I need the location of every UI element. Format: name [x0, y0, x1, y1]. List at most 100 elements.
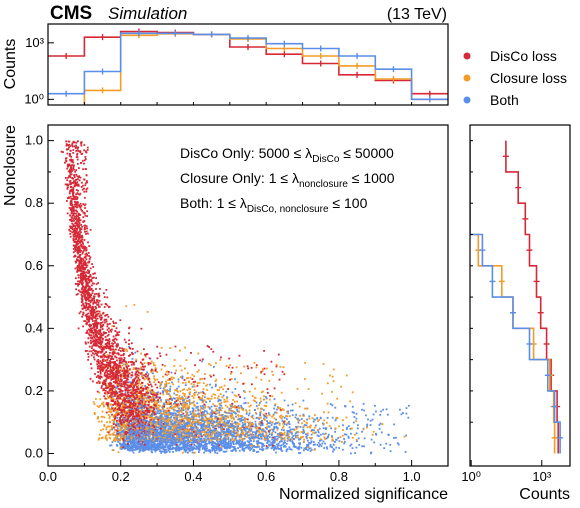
scatter-point [226, 424, 229, 427]
scatter-point [279, 447, 282, 450]
scatter-point [126, 363, 129, 366]
scatter-point [131, 417, 134, 419]
scatter-point [149, 399, 152, 402]
scatter-point [78, 214, 80, 216]
scatter-point [126, 439, 128, 442]
scatter-point [134, 437, 136, 440]
scatter-point [246, 434, 249, 437]
scatter-point [271, 445, 274, 448]
simulation-label: Simulation [108, 4, 187, 23]
scatter-point [152, 430, 155, 433]
scatter-point [193, 429, 195, 432]
scatter-point [214, 425, 217, 427]
scatter-point [272, 374, 274, 376]
scatter-point [181, 423, 184, 426]
scatter-point [282, 409, 285, 411]
scatter-point [140, 417, 143, 419]
scatter-point [94, 352, 97, 355]
scatter-point [98, 391, 101, 394]
scatter-point [229, 405, 232, 407]
top-y-tick-label: 10⁰ [24, 91, 44, 106]
scatter-point [329, 443, 332, 446]
scatter-point [74, 267, 77, 270]
scatter-point [242, 419, 245, 421]
scatter-point [106, 421, 108, 424]
scatter-point [319, 438, 322, 440]
scatter-point [239, 427, 242, 429]
scatter-point [261, 449, 264, 452]
scatter-point [174, 389, 176, 392]
scatter-point [218, 407, 221, 409]
scatter-point [198, 446, 201, 449]
scatter-point [265, 437, 268, 439]
scatter-point [141, 384, 144, 387]
scatter-point [127, 430, 129, 433]
scatter-point [199, 430, 202, 432]
scatter-point [295, 413, 297, 416]
scatter-point [250, 428, 253, 430]
scatter-point [173, 365, 176, 367]
scatter-point [251, 395, 254, 397]
scatter-point [233, 400, 236, 403]
scatter-point [128, 355, 130, 357]
scatter-point [305, 446, 308, 449]
scatter-point [123, 369, 126, 372]
scatter-point [80, 208, 83, 211]
scatter-point [151, 425, 153, 427]
scatter-point [241, 433, 243, 436]
scatter-point [128, 444, 131, 447]
scatter-point [216, 432, 219, 435]
scatter-point [168, 407, 171, 409]
scatter-point [152, 448, 155, 451]
scatter-point [88, 260, 91, 263]
scatter-point [204, 446, 206, 449]
scatter-point [295, 445, 297, 448]
scatter-point [79, 151, 82, 154]
scatter-point [85, 315, 88, 318]
scatter-point [271, 370, 274, 373]
scatter-point [381, 423, 384, 425]
scatter-point [281, 426, 284, 429]
scatter-point [220, 434, 223, 436]
scatter-point [192, 422, 194, 425]
scatter-point [98, 420, 100, 423]
main-scatter-plot: 0.0 0.2 0.4 0.6 0.8 1.00.00.20.40.60.81.0 Nor… [2, 124, 449, 503]
scatter-point [204, 449, 207, 452]
scatter-point [287, 404, 290, 407]
scatter-point [303, 415, 305, 417]
scatter-point [223, 401, 226, 403]
scatter-point [198, 436, 201, 439]
scatter-point [351, 447, 354, 449]
scatter-point [230, 449, 233, 452]
scatter-point [139, 426, 142, 429]
scatter-point [280, 432, 283, 435]
scatter-point [301, 422, 303, 425]
scatter-point [225, 411, 228, 414]
scatter-point [247, 444, 250, 446]
scatter-point [165, 389, 168, 392]
scatter-point [183, 441, 186, 444]
scatter-point [181, 420, 184, 423]
scatter-point [128, 449, 131, 452]
scatter-point [143, 420, 146, 423]
scatter-point [93, 356, 95, 359]
scatter-point [241, 441, 244, 444]
scatter-point [235, 366, 238, 369]
scatter-point [114, 407, 117, 410]
scatter-point [306, 439, 309, 442]
scatter-point [199, 445, 202, 448]
scatter-point [186, 418, 188, 421]
scatter-point [314, 443, 316, 446]
scatter-point [147, 373, 150, 376]
scatter-point [201, 431, 203, 433]
scatter-point [197, 415, 200, 417]
scatter-point [345, 416, 348, 419]
scatter-point [107, 404, 109, 407]
scatter-point [199, 431, 202, 434]
scatter-point [154, 430, 156, 433]
scatter-point [236, 427, 238, 430]
scatter-point [300, 436, 302, 439]
scatter-point [201, 360, 203, 363]
scatter-point [152, 417, 154, 419]
scatter-point [209, 364, 212, 367]
